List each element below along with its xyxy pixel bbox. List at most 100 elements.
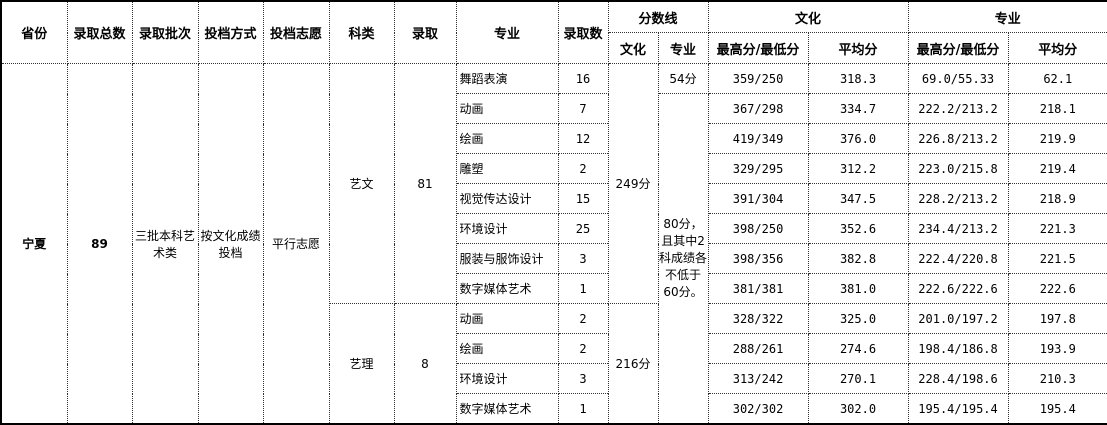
- table-row: 动画 7 80分，且其中2科成绩各不低于60分。 367/298 334.7 222.2/…: [1, 93, 1107, 425]
- major-cell: 环境设计: [455, 213, 559, 244]
- major-cell: 动画: [455, 93, 559, 124]
- major-maxmin-cell: 222.4/220.8: [907, 243, 1009, 274]
- cutoff-culture-cell: 249分: [607, 63, 659, 304]
- cutoff-major-cell: 54分: [657, 63, 709, 94]
- culture-avg-cell: 376.0: [807, 123, 909, 154]
- culture-avg-cell: 352.6: [807, 213, 909, 244]
- category-cell: 艺理: [328, 303, 395, 425]
- culture-avg-cell: 382.8: [807, 243, 909, 274]
- admitted-count-cell: 1: [557, 393, 609, 425]
- culture-maxmin-cell: 328/322: [707, 303, 809, 334]
- admitted-count-cell: 3: [557, 243, 609, 274]
- major-avg-cell: 219.9: [1007, 123, 1107, 154]
- culture-avg-cell: 274.6: [807, 333, 909, 364]
- header-culture-maxmin: 最高分/最低分: [707, 32, 809, 64]
- major-avg-cell: 221.3: [1007, 213, 1107, 244]
- header-culture: 文化: [707, 0, 909, 33]
- major-avg-cell: 195.4: [1007, 393, 1107, 425]
- major-maxmin-cell: 69.0/55.33: [907, 63, 1009, 94]
- table-row: 数字媒体艺术 1 302/302 302.0 195.4/195.4 195.4: [1, 393, 1107, 425]
- major-cell: 绘画: [455, 123, 559, 154]
- major-avg-cell: 218.1: [1007, 93, 1107, 124]
- culture-maxmin-cell: 391/304: [707, 183, 809, 214]
- major-cell: 数字媒体艺术: [455, 393, 559, 425]
- major-maxmin-cell: 223.0/215.8: [907, 153, 1009, 184]
- major-maxmin-cell: 195.4/195.4: [907, 393, 1009, 425]
- table-row: 宁夏 89 三批本科艺术类 按文化成绩投档 平行志愿 艺文 81 舞蹈表演 16 249分 54分 3…: [0, 63, 1107, 425]
- culture-avg-cell: 347.5: [807, 183, 909, 214]
- admitted-count-cell: 16: [557, 63, 609, 94]
- admitted-count-cell: 7: [557, 93, 609, 124]
- header-row-1: 省份 录取总数 录取批次 投档方式 投档志愿 科类 录取 专业 录取数 分数线 …: [0, 0, 1107, 64]
- cutoff-culture-cell: 216分: [607, 303, 659, 425]
- total-admitted-cell: 89: [66, 63, 133, 425]
- header-admitted: 录取: [393, 0, 457, 64]
- major-maxmin-cell: 234.4/213.2: [907, 213, 1009, 244]
- major-avg-cell: 222.6: [1007, 273, 1107, 304]
- admitted-count-cell: 25: [557, 213, 609, 244]
- major-cell: 视觉传达设计: [455, 183, 559, 214]
- header-total-admitted: 录取总数: [66, 0, 133, 64]
- major-cell: 环境设计: [455, 363, 559, 394]
- header-major: 专业: [455, 0, 559, 64]
- major-avg-cell: 219.4: [1007, 153, 1107, 184]
- major-avg-cell: 197.8: [1007, 303, 1107, 334]
- admitted-count-cell: 12: [557, 123, 609, 154]
- table-row: 绘画 2 288/261 274.6 198.4/186.8 193.9: [1, 333, 1107, 364]
- culture-maxmin-cell: 381/381: [707, 273, 809, 304]
- culture-avg-cell: 312.2: [807, 153, 909, 184]
- header-filing-method: 投档方式: [197, 0, 264, 64]
- culture-maxmin-cell: 329/295: [707, 153, 809, 184]
- culture-avg-cell: 302.0: [807, 393, 909, 425]
- cutoff-major-cell: 80分，且其中2科成绩各不低于60分。: [657, 93, 709, 425]
- header-category: 科类: [328, 0, 395, 64]
- admitted-count-cell: 2: [557, 303, 609, 334]
- major-avg-cell: 62.1: [1007, 63, 1107, 94]
- major-cell: 绘画: [455, 333, 559, 364]
- header-admitted-count: 录取数: [557, 0, 609, 64]
- culture-maxmin-cell: 367/298: [707, 93, 809, 124]
- major-maxmin-cell: 201.0/197.2: [907, 303, 1009, 334]
- major-cell: 雕塑: [455, 153, 559, 184]
- filing-method-cell: 按文化成绩投档: [197, 63, 264, 425]
- major-cell: 动画: [455, 303, 559, 334]
- table-row: 艺理 8 动画 2 216分 328/322 325.0 201.0/197.2 197.8: [1, 303, 1107, 425]
- major-avg-cell: 218.9: [1007, 183, 1107, 214]
- major-maxmin-cell: 222.2/213.2: [907, 93, 1009, 124]
- header-cutoff-major: 专业: [657, 32, 709, 64]
- filing-preference-cell: 平行志愿: [262, 63, 330, 425]
- major-cell: 数字媒体艺术: [455, 273, 559, 304]
- culture-maxmin-cell: 302/302: [707, 393, 809, 425]
- category-cell: 艺文: [328, 63, 395, 304]
- header-cutoff-culture: 文化: [607, 32, 659, 64]
- batch-cell: 三批本科艺术类: [131, 63, 199, 425]
- header-filing-preference: 投档志愿: [262, 0, 330, 64]
- culture-maxmin-cell: 398/250: [707, 213, 809, 244]
- header-row-2: 文化 专业 最高分/最低分 平均分 最高分/最低分 平均分: [1, 32, 1107, 64]
- major-maxmin-cell: 226.8/213.2: [907, 123, 1009, 154]
- major-avg-cell: 221.5: [1007, 243, 1107, 274]
- admitted-count-cell: 3: [557, 363, 609, 394]
- table-row: 环境设计 3 313/242 270.1 228.4/198.6 210.3: [1, 363, 1107, 394]
- header-major-maxmin: 最高分/最低分: [907, 32, 1009, 64]
- province-cell: 宁夏: [0, 63, 68, 425]
- admitted-count-cell: 2: [557, 333, 609, 364]
- admitted-count-cell: 1: [557, 273, 609, 304]
- header-cutoff: 分数线: [607, 0, 709, 33]
- admitted-count-cell: 2: [557, 153, 609, 184]
- culture-maxmin-cell: 313/242: [707, 363, 809, 394]
- major-cell: 舞蹈表演: [455, 63, 559, 94]
- culture-maxmin-cell: 288/261: [707, 333, 809, 364]
- table-body: 宁夏 89 三批本科艺术类 按文化成绩投档 平行志愿 艺文 81 舞蹈表演 16 249分 54分 3…: [0, 63, 1107, 425]
- major-avg-cell: 210.3: [1007, 363, 1107, 394]
- culture-avg-cell: 381.0: [807, 273, 909, 304]
- major-cell: 服装与服饰设计: [455, 243, 559, 274]
- header-major-score: 专业: [907, 0, 1107, 33]
- culture-avg-cell: 325.0: [807, 303, 909, 334]
- major-maxmin-cell: 222.6/222.6: [907, 273, 1009, 304]
- culture-avg-cell: 318.3: [807, 63, 909, 94]
- major-maxmin-cell: 228.2/213.2: [907, 183, 1009, 214]
- culture-maxmin-cell: 359/250: [707, 63, 809, 94]
- culture-avg-cell: 270.1: [807, 363, 909, 394]
